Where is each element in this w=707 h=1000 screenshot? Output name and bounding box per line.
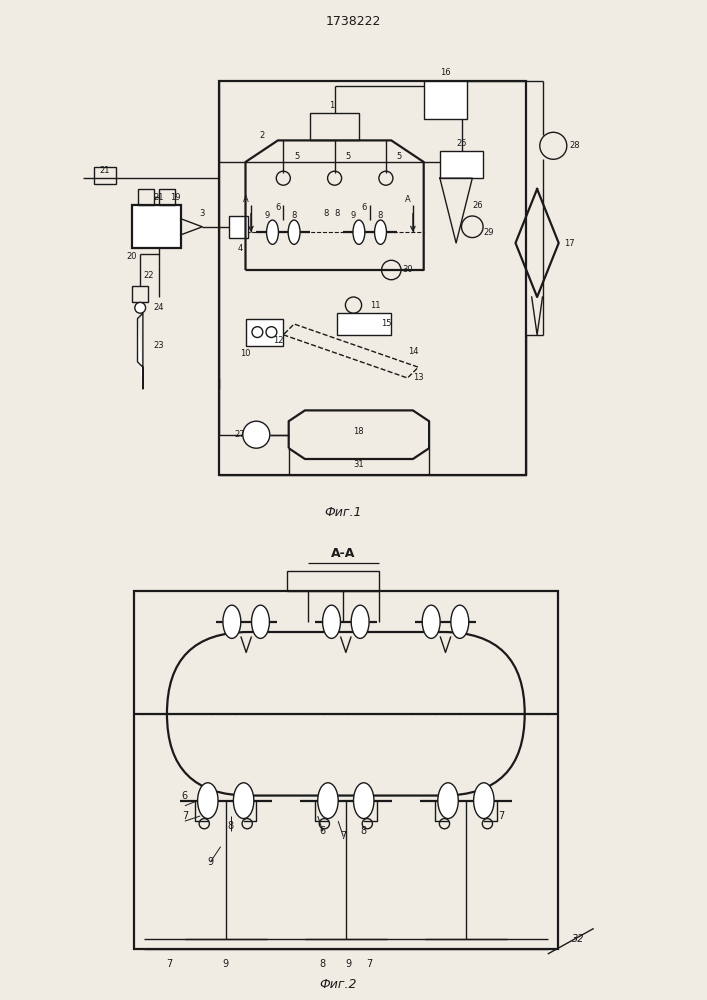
Text: 24: 24 [154,303,164,312]
Text: 18: 18 [354,428,364,436]
Text: 2: 2 [259,130,264,139]
Text: 6: 6 [182,791,188,801]
Bar [229,216,248,238]
Ellipse shape [252,605,269,638]
Text: 7: 7 [182,811,188,821]
Text: 8: 8 [361,826,367,836]
Text: 28: 28 [570,141,580,150]
Ellipse shape [451,605,469,638]
Ellipse shape [267,220,279,244]
Ellipse shape [322,605,341,638]
Text: 7: 7 [498,811,505,821]
Text: 32: 32 [572,934,585,944]
Ellipse shape [354,783,374,819]
Text: 29: 29 [484,228,493,237]
Bar [218,81,526,475]
Text: 6: 6 [275,203,281,212]
Text: 13: 13 [413,373,423,382]
Text: 8: 8 [378,212,383,221]
Text: 9: 9 [345,959,351,969]
Bar [245,319,284,346]
Text: 16: 16 [440,68,450,77]
Text: 4: 4 [238,244,243,253]
Ellipse shape [375,220,387,244]
Text: 8: 8 [228,821,234,831]
Text: 7: 7 [340,831,346,841]
Text: 11: 11 [370,301,380,310]
Text: 12: 12 [273,336,283,345]
Text: 9: 9 [264,212,270,221]
Bar [440,151,483,178]
Text: 26: 26 [472,201,483,210]
Text: 19: 19 [170,193,180,202]
Ellipse shape [198,783,218,819]
Text: 8: 8 [324,209,329,218]
Text: 8: 8 [291,212,297,221]
Ellipse shape [233,783,254,819]
Bar [137,189,153,205]
Text: 8: 8 [334,209,340,218]
Text: 5: 5 [346,152,351,161]
Text: 30: 30 [402,265,413,274]
Bar [423,81,467,119]
Bar [337,313,391,335]
Bar [132,286,148,302]
Text: 10: 10 [240,349,251,358]
Text: Фиг.1: Фиг.1 [324,506,361,520]
Text: 6: 6 [320,826,326,836]
Bar [159,189,175,205]
Text: 6: 6 [361,203,367,212]
Ellipse shape [351,605,369,638]
Text: 8: 8 [320,959,326,969]
Bar [310,113,359,140]
Text: 7: 7 [166,959,173,969]
Text: А: А [243,195,248,204]
Text: 9: 9 [207,857,214,867]
Text: 21: 21 [100,166,110,175]
Text: 3: 3 [199,209,205,218]
Ellipse shape [288,220,300,244]
Bar [94,167,116,184]
Text: 21: 21 [154,193,164,202]
Ellipse shape [474,783,494,819]
Text: 27: 27 [235,430,245,439]
Text: 7: 7 [366,959,372,969]
Text: 5: 5 [397,152,402,161]
Circle shape [135,302,146,313]
Text: 1: 1 [329,101,334,110]
Ellipse shape [353,220,365,244]
Text: А-А: А-А [331,547,356,560]
Text: 14: 14 [408,347,418,356]
Ellipse shape [422,605,440,638]
Text: 1738222: 1738222 [326,15,381,28]
Text: 23: 23 [154,341,165,350]
Polygon shape [137,319,143,389]
Bar [287,571,379,591]
Ellipse shape [317,783,338,819]
Ellipse shape [438,783,458,819]
Text: 5: 5 [294,152,300,161]
Text: 22: 22 [143,271,153,280]
Text: 31: 31 [354,460,364,469]
Text: 6: 6 [443,791,448,801]
Bar [134,591,558,949]
Text: 9: 9 [351,212,356,221]
Text: Фиг.2: Фиг.2 [320,978,357,991]
Text: 9: 9 [223,959,229,969]
Bar [132,205,181,248]
Text: 15: 15 [380,320,391,328]
Text: 25: 25 [456,139,467,148]
Text: А: А [404,195,410,204]
Text: 17: 17 [564,238,575,247]
Text: 20: 20 [127,252,137,261]
Ellipse shape [223,605,241,638]
Circle shape [243,421,270,448]
